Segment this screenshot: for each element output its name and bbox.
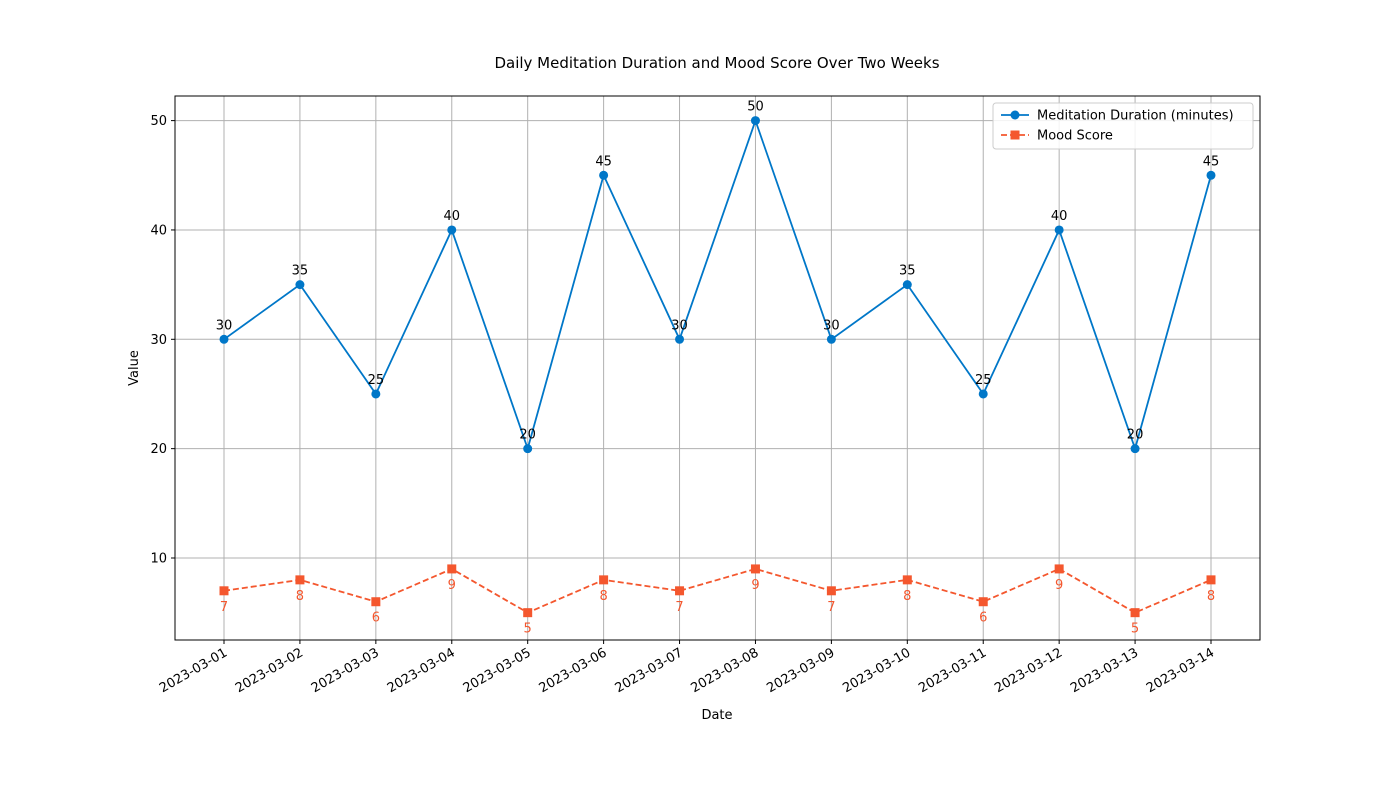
data-point xyxy=(675,586,685,596)
data-label: 20 xyxy=(519,428,536,443)
data-label: 40 xyxy=(443,209,460,224)
data-point xyxy=(295,575,305,585)
data-label: 8 xyxy=(1207,589,1215,604)
data-label: 25 xyxy=(368,373,385,388)
data-point xyxy=(599,575,609,585)
y-tick-label: 50 xyxy=(150,114,167,129)
x-tick-label: 2023-03-13 xyxy=(1068,645,1141,696)
data-point xyxy=(1054,225,1064,235)
legend-marker xyxy=(1010,130,1020,140)
data-point xyxy=(1054,564,1064,574)
x-tick-label: 2023-03-02 xyxy=(233,645,306,696)
data-label: 7 xyxy=(675,600,683,615)
y-axis-label: Value xyxy=(127,350,142,386)
y-tick-label: 40 xyxy=(150,223,167,238)
x-tick-label: 2023-03-06 xyxy=(537,645,610,696)
data-point xyxy=(447,225,457,235)
data-point xyxy=(978,597,988,607)
data-point xyxy=(1206,170,1216,180)
x-tick-label: 2023-03-08 xyxy=(689,645,762,696)
data-label: 35 xyxy=(292,264,309,279)
data-label: 9 xyxy=(751,578,759,593)
data-label: 7 xyxy=(220,600,228,615)
data-label: 9 xyxy=(448,578,456,593)
series-mood-score: 7 8 6 9 5 8 7 9 7 8 6 9 5 8 xyxy=(219,564,1216,637)
legend-entry: Mood Score xyxy=(1001,129,1113,144)
data-point xyxy=(523,608,533,618)
y-tick-label: 30 xyxy=(150,333,167,348)
plot-area xyxy=(174,95,1261,641)
data-label: 35 xyxy=(899,264,916,279)
data-label: 8 xyxy=(599,589,607,604)
data-point xyxy=(978,389,988,399)
data-label: 30 xyxy=(216,318,233,333)
data-point xyxy=(902,575,912,585)
x-tick-label: 2023-03-04 xyxy=(385,645,458,696)
x-axis: 2023-03-01 2023-03-02 2023-03-03 2023-03-04… xyxy=(157,640,1217,696)
chart-title: Daily Meditation Duration and Mood Score… xyxy=(494,54,939,72)
data-point xyxy=(826,334,836,344)
series-layer: 30 35 25 40 20 45 30 50 30 35 25 40 20 45 7 8 6 9 5 8 7 9 7 8 6 9… xyxy=(216,100,1220,637)
data-label: 20 xyxy=(1127,428,1144,443)
data-point xyxy=(1130,608,1140,618)
x-tick-label: 2023-03-11 xyxy=(916,645,989,696)
series-meditation-duration: 30 35 25 40 20 45 30 50 30 35 25 40 20 45 xyxy=(216,100,1220,454)
legend-box xyxy=(992,102,1254,150)
data-point xyxy=(371,389,381,399)
y-axis: 10 20 30 40 50 xyxy=(150,114,175,566)
data-label: 25 xyxy=(975,373,992,388)
legend-marker xyxy=(1010,110,1020,120)
data-point xyxy=(599,170,609,180)
x-tick-label: 2023-03-07 xyxy=(613,645,686,696)
x-tick-label: 2023-03-10 xyxy=(840,645,913,696)
data-label: 50 xyxy=(747,100,764,115)
data-label: 5 xyxy=(1131,622,1139,637)
grid-lines xyxy=(175,96,1260,640)
data-label: 30 xyxy=(823,318,840,333)
data-point xyxy=(1206,575,1216,585)
data-point xyxy=(750,564,760,574)
data-label: 45 xyxy=(595,154,612,169)
data-point xyxy=(219,586,229,596)
y-tick-label: 20 xyxy=(150,442,167,457)
series-line xyxy=(223,567,1212,614)
data-point xyxy=(1130,444,1140,454)
data-point xyxy=(826,586,836,596)
series-line xyxy=(223,117,1212,452)
data-point xyxy=(447,564,457,574)
data-point xyxy=(675,334,685,344)
x-tick-label: 2023-03-01 xyxy=(157,645,230,696)
data-point xyxy=(750,116,760,126)
legend-label: Mood Score xyxy=(1037,129,1113,144)
x-tick-label: 2023-03-12 xyxy=(992,645,1065,696)
data-label: 40 xyxy=(1051,209,1068,224)
x-tick-label: 2023-03-03 xyxy=(309,645,382,696)
data-label: 7 xyxy=(827,600,835,615)
data-point xyxy=(219,334,229,344)
data-label: 6 xyxy=(372,611,380,626)
x-tick-label: 2023-03-14 xyxy=(1144,645,1217,696)
data-point xyxy=(295,280,305,290)
x-axis-label: Date xyxy=(701,708,732,723)
data-label: 8 xyxy=(296,589,304,604)
data-point xyxy=(902,280,912,290)
x-tick-label: 2023-03-05 xyxy=(461,645,534,696)
data-label: 30 xyxy=(671,318,688,333)
data-label: 6 xyxy=(979,611,987,626)
data-point xyxy=(523,444,533,454)
legend-entry: Meditation Duration (minutes) xyxy=(1001,109,1234,124)
data-label: 9 xyxy=(1055,578,1063,593)
x-tick-label: 2023-03-09 xyxy=(764,645,837,696)
legend: Meditation Duration (minutes) Mood Score xyxy=(992,102,1254,150)
data-label: 45 xyxy=(1203,154,1220,169)
legend-label: Meditation Duration (minutes) xyxy=(1037,109,1234,124)
y-tick-label: 10 xyxy=(150,551,167,566)
data-label: 8 xyxy=(903,589,911,604)
data-label: 5 xyxy=(524,622,532,637)
data-point xyxy=(371,597,381,607)
